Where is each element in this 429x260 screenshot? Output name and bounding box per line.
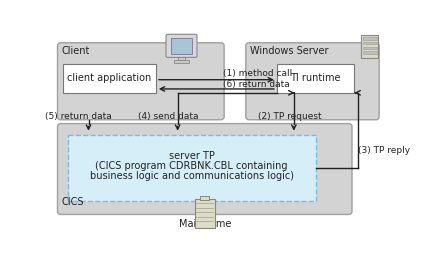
Text: (4) send data: (4) send data bbox=[138, 112, 199, 121]
FancyBboxPatch shape bbox=[166, 34, 197, 57]
Bar bbox=[363, 42, 377, 44]
Text: (CICS program CDRBNK.CBL containing: (CICS program CDRBNK.CBL containing bbox=[95, 161, 288, 171]
Text: Client: Client bbox=[61, 46, 90, 56]
Bar bbox=[277, 63, 354, 93]
Text: (2) TP request: (2) TP request bbox=[258, 112, 322, 121]
Bar bbox=[361, 35, 378, 58]
Bar bbox=[68, 135, 316, 201]
Bar bbox=[200, 196, 209, 200]
Text: (5) return data: (5) return data bbox=[45, 112, 112, 121]
Text: Mainframe: Mainframe bbox=[178, 219, 231, 229]
FancyBboxPatch shape bbox=[57, 124, 352, 214]
Text: (6) return data: (6) return data bbox=[223, 80, 289, 89]
Text: Windows Server: Windows Server bbox=[250, 46, 328, 56]
Text: (3) TP reply: (3) TP reply bbox=[358, 146, 410, 155]
FancyBboxPatch shape bbox=[57, 43, 224, 120]
FancyBboxPatch shape bbox=[246, 43, 379, 120]
Text: TI runtime: TI runtime bbox=[290, 73, 341, 83]
Text: business logic and communications logic): business logic and communications logic) bbox=[90, 171, 293, 181]
Bar bbox=[178, 57, 184, 61]
Bar bbox=[363, 47, 377, 49]
Bar bbox=[63, 63, 156, 93]
Bar bbox=[195, 199, 215, 228]
Text: CICS: CICS bbox=[61, 197, 84, 207]
Text: server TP: server TP bbox=[169, 151, 214, 161]
Bar bbox=[171, 38, 192, 54]
Bar bbox=[174, 61, 189, 63]
Bar bbox=[363, 51, 377, 54]
Text: (1) method call: (1) method call bbox=[223, 69, 292, 78]
Text: client application: client application bbox=[67, 73, 151, 83]
Bar bbox=[363, 37, 377, 40]
